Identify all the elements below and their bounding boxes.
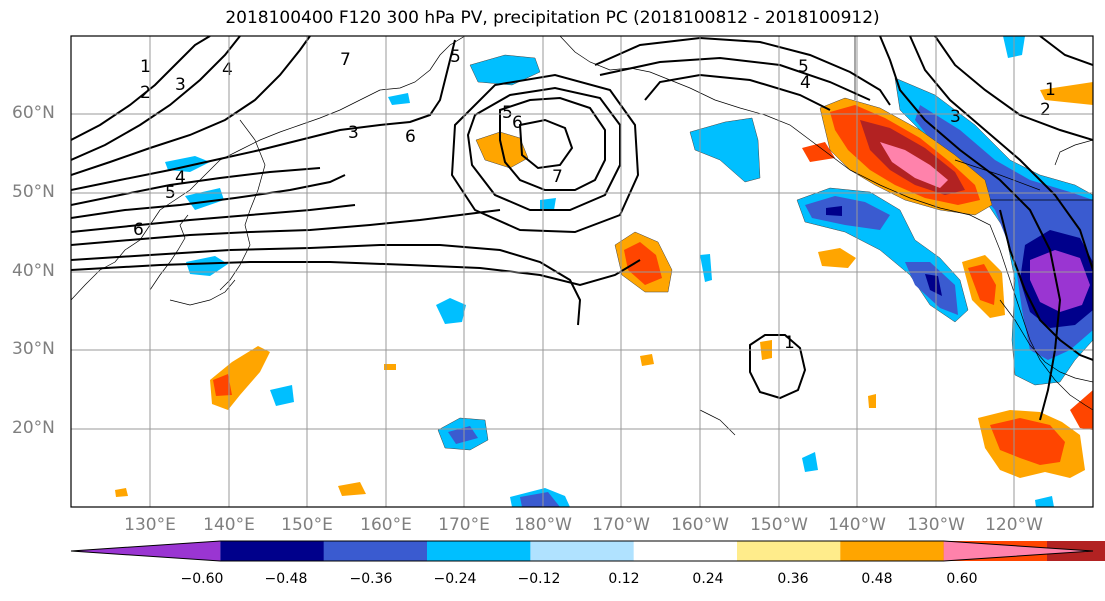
lon-label: 160°W	[671, 515, 729, 535]
contour-label: 6	[512, 113, 523, 133]
lon-label: 150°E	[281, 515, 333, 535]
lon-label: 130°W	[907, 515, 965, 535]
contour-label: 1	[140, 57, 151, 77]
contour-label: 5	[502, 103, 513, 123]
lat-label: 20°N	[12, 418, 55, 438]
lon-label: 130°E	[124, 515, 176, 535]
colorbar-tick-label: −0.60	[180, 571, 224, 587]
colorbar-tick-label: 0.48	[861, 571, 893, 587]
map-frame	[70, 35, 1094, 508]
contour-label: 2	[140, 83, 151, 103]
colorbar-tick-label: 0.60	[946, 571, 978, 587]
contour-labels: 1 2 3 4 5 6 7 6 5 4 3 5 6 7 5 4 3 1 2 1	[133, 47, 1056, 353]
graticule	[71, 36, 1093, 507]
contour-label: 6	[405, 127, 416, 147]
contour-label: 1	[1045, 80, 1056, 100]
lat-label: 60°N	[12, 103, 55, 123]
colorbar-tick-label: −0.12	[517, 571, 561, 587]
contour-label: 3	[950, 107, 961, 127]
contour-label: 3	[348, 123, 359, 143]
colorbar-tick-label: 0.12	[608, 571, 640, 587]
lat-label: 40°N	[12, 261, 55, 281]
precipitation-shading	[115, 36, 1093, 507]
contour-label: 2	[1040, 100, 1051, 120]
contour-label: 3	[175, 75, 186, 95]
lon-label: 140°W	[828, 515, 886, 535]
colorbar-tick-label: −0.24	[433, 571, 477, 587]
colorbar-tick-label: −0.36	[349, 571, 393, 587]
contour-label: 6	[133, 220, 144, 240]
lat-label: 30°N	[12, 339, 55, 359]
lon-label: 180°W	[514, 515, 572, 535]
colorbar-tick-label: 0.36	[777, 571, 809, 587]
colorbar-tick-label: 0.24	[692, 571, 724, 587]
contour-label: 5	[798, 57, 809, 77]
lon-label: 120°W	[985, 515, 1043, 535]
contour-label: 1	[784, 333, 795, 353]
colorbar-tick-label: −0.48	[264, 571, 308, 587]
contour-label: 4	[800, 73, 811, 93]
contour-label: 7	[340, 50, 351, 70]
lon-label: 170°E	[438, 515, 490, 535]
contour-label: 7	[552, 167, 563, 187]
lon-label: 150°W	[750, 515, 808, 535]
contour-label: 4	[222, 60, 233, 80]
contour-label: 4	[175, 168, 186, 188]
lon-label: 140°E	[203, 515, 255, 535]
figure-title: 2018100400 F120 300 hPa PV, precipitatio…	[225, 8, 880, 28]
lat-label: 50°N	[12, 182, 55, 202]
contour-label: 5	[450, 47, 461, 67]
lon-label: 160°E	[360, 515, 412, 535]
lon-label: 170°W	[592, 515, 650, 535]
